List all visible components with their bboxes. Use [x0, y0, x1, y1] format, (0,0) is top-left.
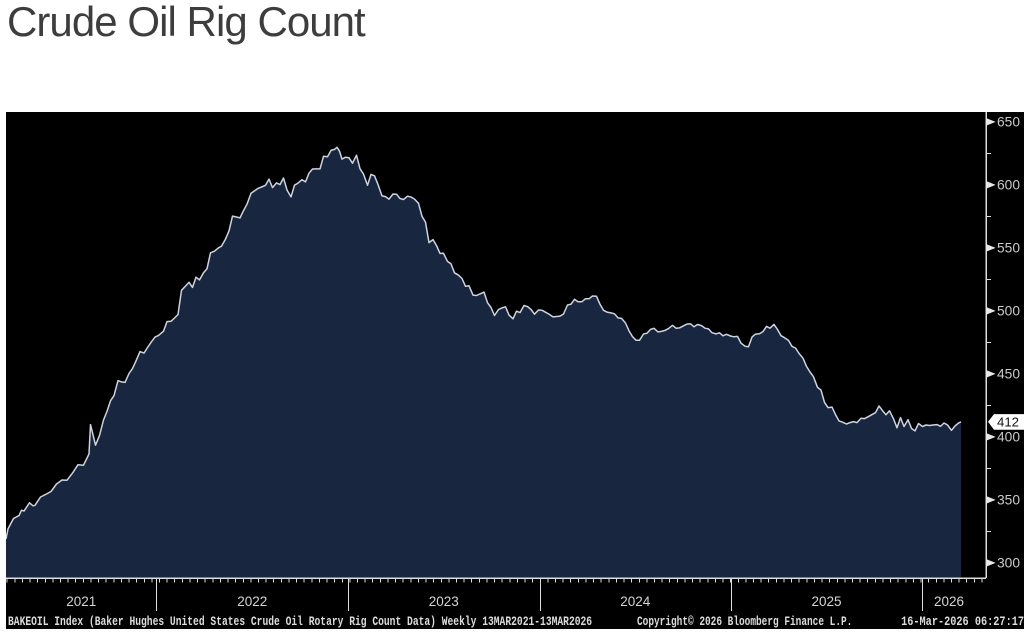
- svg-text:500: 500: [997, 304, 1020, 319]
- svg-text:412: 412: [997, 415, 1019, 430]
- svg-text:300: 300: [997, 556, 1020, 571]
- svg-text:2025: 2025: [811, 594, 841, 609]
- svg-text:650: 650: [997, 115, 1020, 130]
- svg-text:550: 550: [997, 241, 1020, 256]
- svg-text:2021: 2021: [66, 594, 96, 609]
- svg-text:2023: 2023: [429, 594, 459, 609]
- svg-text:2024: 2024: [620, 594, 651, 609]
- svg-text:2026: 2026: [934, 594, 964, 609]
- svg-text:400: 400: [997, 430, 1020, 445]
- svg-text:600: 600: [997, 178, 1020, 193]
- svg-text:350: 350: [997, 493, 1020, 508]
- svg-text:450: 450: [997, 367, 1020, 382]
- svg-text:2022: 2022: [237, 594, 267, 609]
